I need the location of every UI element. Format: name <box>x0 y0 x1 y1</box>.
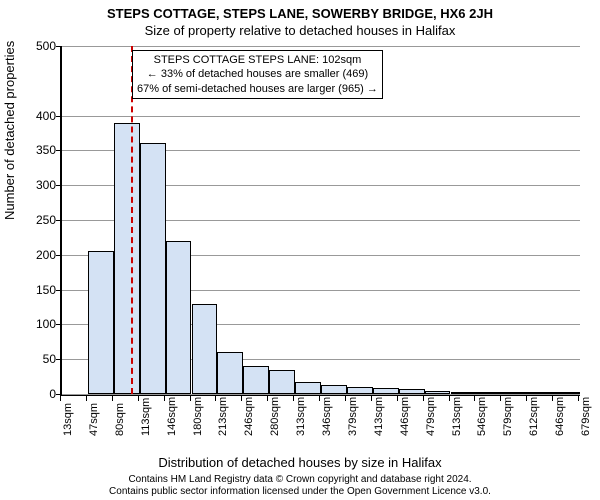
histogram-bar <box>373 388 399 394</box>
histogram-bar <box>243 366 269 394</box>
histogram-bar <box>166 241 192 394</box>
x-tick-label: 146sqm <box>166 397 178 436</box>
histogram-bar <box>554 392 580 394</box>
histogram-bar <box>88 251 114 394</box>
histogram-bar <box>451 392 477 394</box>
x-tick-mark <box>138 396 139 401</box>
x-tick-label: 379sqm <box>347 397 359 436</box>
histogram-bar <box>347 387 373 394</box>
x-tick-mark <box>578 396 579 401</box>
x-tick-label: 113sqm <box>140 398 152 436</box>
histogram-bar <box>321 385 347 394</box>
y-tick-mark <box>56 290 62 291</box>
x-tick-mark <box>474 396 475 401</box>
histogram-bar <box>528 392 554 394</box>
y-tick-mark <box>56 185 62 186</box>
y-tick-label: 0 <box>16 387 56 401</box>
x-tick-label: 246sqm <box>243 397 255 436</box>
x-tick-label: 280sqm <box>269 397 281 436</box>
x-tick-mark <box>500 396 501 401</box>
histogram-bar <box>502 392 528 394</box>
footer-line-1: Contains HM Land Registry data © Crown c… <box>0 474 600 486</box>
y-tick-mark <box>56 46 62 47</box>
x-tick-label: 180sqm <box>192 397 204 436</box>
x-tick-mark <box>345 396 346 401</box>
histogram-bar <box>399 389 425 394</box>
histogram-bar <box>425 391 451 394</box>
x-tick-mark <box>293 396 294 401</box>
histogram-bar <box>114 123 140 394</box>
y-tick-mark <box>56 359 62 360</box>
histogram-bar <box>140 143 166 394</box>
x-tick-mark <box>371 396 372 401</box>
x-tick-mark <box>215 396 216 401</box>
chart-subtitle: Size of property relative to detached ho… <box>0 21 600 38</box>
x-tick-mark <box>164 396 165 401</box>
annotation-line: STEPS COTTAGE STEPS LANE: 102sqm <box>137 53 378 67</box>
x-axis-label: Distribution of detached houses by size … <box>0 455 600 470</box>
y-tick-label: 100 <box>16 317 56 331</box>
x-tick-mark <box>112 396 113 401</box>
x-tick-label: 579sqm <box>502 397 514 436</box>
x-tick-mark <box>397 396 398 401</box>
x-tick-label: 612sqm <box>528 397 540 436</box>
x-tick-label: 346sqm <box>321 397 333 436</box>
chart-container: STEPS COTTAGE, STEPS LANE, SOWERBY BRIDG… <box>0 0 600 500</box>
x-tick-label: 213sqm <box>217 397 229 436</box>
x-tick-label: 446sqm <box>399 397 411 436</box>
histogram-bar <box>476 392 502 394</box>
annotation-line: ← 33% of detached houses are smaller (46… <box>137 67 378 81</box>
y-tick-label: 500 <box>16 39 56 53</box>
gridline <box>62 46 580 47</box>
x-tick-mark <box>526 396 527 401</box>
histogram-bar <box>295 382 321 394</box>
x-tick-label: 679sqm <box>580 397 592 436</box>
y-tick-label: 200 <box>16 248 56 262</box>
x-tick-label: 546sqm <box>476 397 488 436</box>
x-tick-mark <box>319 396 320 401</box>
x-tick-mark <box>190 396 191 401</box>
x-tick-label: 479sqm <box>425 397 437 436</box>
x-tick-mark <box>241 396 242 401</box>
y-tick-mark <box>56 324 62 325</box>
x-tick-label: 513sqm <box>451 397 463 436</box>
y-tick-label: 250 <box>16 213 56 227</box>
plot-area: STEPS COTTAGE STEPS LANE: 102sqm← 33% of… <box>60 46 580 396</box>
footer-line-2: Contains public sector information licen… <box>0 486 600 498</box>
x-tick-mark <box>449 396 450 401</box>
y-tick-label: 50 <box>16 352 56 366</box>
annotation-callout: STEPS COTTAGE STEPS LANE: 102sqm← 33% of… <box>132 50 383 99</box>
y-tick-label: 150 <box>16 283 56 297</box>
x-tick-label: 413sqm <box>373 397 385 436</box>
y-tick-mark <box>56 220 62 221</box>
annotation-line: 67% of semi-detached houses are larger (… <box>137 82 378 96</box>
x-tick-mark <box>267 396 268 401</box>
histogram-bar <box>269 370 295 394</box>
x-tick-mark <box>423 396 424 401</box>
x-tick-mark <box>86 396 87 401</box>
x-tick-mark <box>60 396 61 401</box>
y-axis-label: Number of detached properties <box>2 41 17 220</box>
gridline <box>62 394 580 395</box>
x-tick-mark <box>552 396 553 401</box>
chart-title-address: STEPS COTTAGE, STEPS LANE, SOWERBY BRIDG… <box>0 0 600 21</box>
x-tick-label: 47sqm <box>88 403 100 436</box>
y-tick-label: 300 <box>16 178 56 192</box>
gridline <box>62 116 580 117</box>
footer-attribution: Contains HM Land Registry data © Crown c… <box>0 474 600 498</box>
x-tick-label: 313sqm <box>295 397 307 436</box>
y-tick-label: 350 <box>16 143 56 157</box>
y-tick-mark <box>56 255 62 256</box>
histogram-bar <box>192 304 218 394</box>
x-tick-label: 646sqm <box>554 397 566 436</box>
y-tick-mark <box>56 116 62 117</box>
y-tick-label: 400 <box>16 109 56 123</box>
y-tick-mark <box>56 150 62 151</box>
histogram-bar <box>217 352 243 394</box>
x-tick-label: 13sqm <box>62 403 74 436</box>
y-tick-mark <box>56 394 62 395</box>
x-tick-label: 80sqm <box>114 403 126 436</box>
